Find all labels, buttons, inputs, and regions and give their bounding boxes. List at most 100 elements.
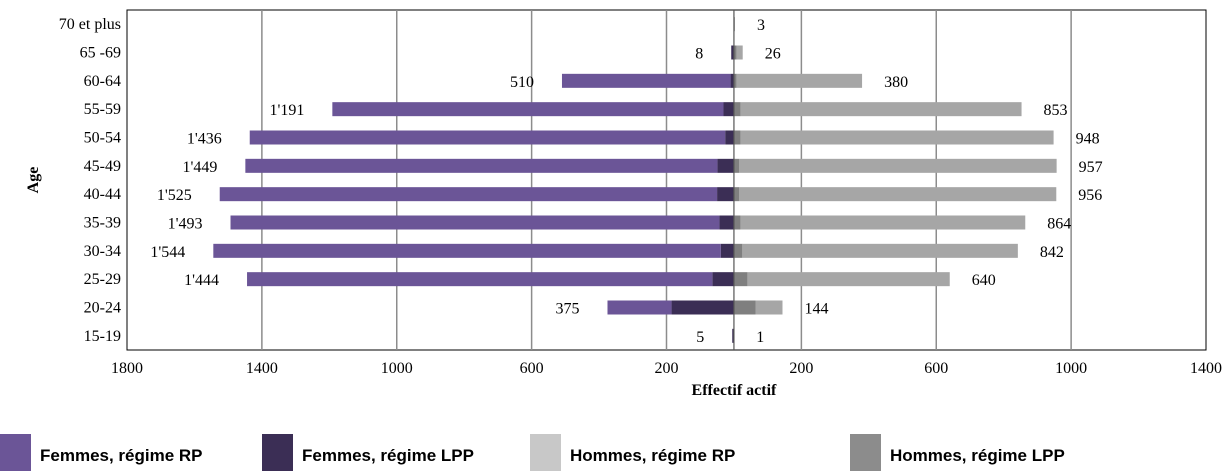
x-axis-title: Effectif actif: [692, 382, 778, 399]
bar-femmes-regime-lpp-65-69: [731, 45, 734, 60]
age-label-35-39: 35-39: [84, 215, 121, 232]
bar-hommes-regime-rp-45-49: [738, 158, 1057, 173]
x-tick-6: 600: [924, 360, 948, 377]
label-femmes-65-69: 8: [695, 46, 703, 63]
label-femmes-55-59: 1'191: [269, 102, 304, 119]
bar-femmes-regime-lpp-50-54: [725, 130, 734, 145]
bar-hommes-regime-lpp-60-64: [733, 73, 737, 88]
bar-femmes-regime-rp-55-59: [332, 102, 724, 117]
legend: Femmes, régime RP Femmes, régime LPP Homme…: [0, 434, 1065, 471]
legend-item-hommes-regime-lpp: Hommes, régime LPP: [850, 434, 1065, 471]
x-tick-7: 1000: [1055, 360, 1087, 377]
label-femmes-20-24: 375: [555, 301, 579, 318]
legend-item-hommes-regime-rp: Hommes, régime RP: [530, 434, 735, 471]
bar-hommes-regime-lpp-55-59: [733, 102, 741, 117]
label-hommes-40-44: 956: [1078, 187, 1102, 204]
legend-item-femmes-regime-rp: Femmes, régime RP: [0, 434, 203, 471]
bar-femmes-regime-rp-35-39: [230, 215, 720, 230]
label-femmes-50-54: 1'436: [187, 131, 222, 148]
legend-swatch-hommes-regime-lpp: [850, 434, 881, 471]
legend-label-femmes-regime-lpp: Femmes, régime LPP: [302, 446, 474, 465]
label-femmes-35-39: 1'493: [168, 216, 203, 233]
label-hommes-65-69: 26: [765, 46, 781, 63]
label-hommes-35-39: 864: [1047, 216, 1071, 233]
bar-femmes-regime-lpp-60-64: [730, 73, 734, 88]
gridlines: [261, 10, 1072, 350]
age-labels: 70 et plus 65 -69 60-64 55-59 50-54 45-49 40-4…: [59, 16, 121, 345]
bar-hommes-regime-lpp-65-69: [733, 45, 737, 60]
bar-hommes-regime-rp-25-29: [747, 272, 950, 287]
bars: [213, 17, 1057, 343]
data-labels: 8 510 1'191 1'436 1'449 1'525 1'493 1'544 1'444 3…: [150, 17, 1102, 346]
label-hommes-45-49: 957: [1079, 159, 1103, 176]
bar-femmes-regime-rp-60-64: [561, 73, 731, 88]
bar-hommes-regime-lpp-20-24: [733, 300, 756, 315]
x-tick-3: 600: [520, 360, 544, 377]
legend-label-femmes-regime-rp: Femmes, régime RP: [40, 446, 203, 465]
age-label-50-54: 50-54: [84, 130, 121, 147]
label-hommes-30-34: 842: [1040, 244, 1064, 261]
label-femmes-25-29: 1'444: [184, 272, 219, 289]
legend-swatch-femmes-regime-rp: [0, 434, 31, 471]
bar-hommes-regime-rp-40-44: [738, 187, 1057, 202]
label-femmes-30-34: 1'544: [150, 244, 185, 261]
x-tick-8: 1400: [1190, 360, 1222, 377]
bar-femmes-regime-lpp-35-39: [719, 215, 734, 230]
label-hommes-15-19: 1: [756, 329, 764, 346]
label-hommes-60-64: 380: [884, 74, 908, 91]
label-hommes-50-54: 948: [1076, 131, 1100, 148]
bar-femmes-regime-lpp-20-24: [671, 300, 734, 315]
bar-femmes-regime-lpp-30-34: [720, 243, 734, 258]
legend-swatch-femmes-regime-lpp: [262, 434, 293, 471]
age-label-55-59: 55-59: [84, 101, 121, 118]
bar-hommes-regime-lpp-40-44: [733, 187, 739, 202]
x-tick-1: 1400: [246, 360, 278, 377]
x-tick-4: 200: [655, 360, 679, 377]
y-axis-title: Age: [25, 167, 42, 194]
bar-hommes-regime-rp-30-34: [742, 243, 1018, 258]
age-label-45-49: 45-49: [84, 158, 121, 175]
label-hommes-55-59: 853: [1044, 102, 1068, 119]
label-hommes-25-29: 640: [972, 272, 996, 289]
bar-hommes-regime-lpp-25-29: [733, 272, 748, 287]
legend-label-hommes-regime-lpp: Hommes, régime LPP: [890, 446, 1065, 465]
bar-hommes-regime-lpp-50-54: [733, 130, 741, 145]
x-axis-ticks: 1800 1400 1000 600 200 200 600 1000 1400: [111, 360, 1222, 377]
bar-femmes-regime-rp-45-49: [245, 158, 718, 173]
age-label-25-29: 25-29: [84, 271, 121, 288]
bar-femmes-regime-rp-20-24: [607, 300, 672, 315]
age-label-70-et-plus: 70 et plus: [59, 16, 121, 33]
bar-hommes-regime-rp-35-39: [740, 215, 1026, 230]
age-label-65-69: 65 -69: [80, 45, 121, 62]
age-label-15-19: 15-19: [84, 328, 121, 345]
label-femmes-60-64: 510: [510, 74, 534, 91]
age-label-20-24: 20-24: [84, 300, 121, 317]
bar-hommes-regime-lpp-30-34: [733, 243, 743, 258]
label-femmes-40-44: 1'525: [157, 187, 192, 204]
bar-hommes-regime-rp-65-69: [736, 45, 743, 60]
bar-femmes-regime-rp-40-44: [219, 187, 718, 202]
legend-label-hommes-regime-rp: Hommes, régime RP: [570, 446, 735, 465]
x-tick-5: 200: [789, 360, 813, 377]
bar-hommes-regime-rp-20-24: [755, 300, 783, 315]
age-label-60-64: 60-64: [84, 73, 121, 90]
label-hommes-20-24: 144: [804, 301, 828, 318]
legend-swatch-hommes-regime-rp: [530, 434, 561, 471]
x-tick-2: 1000: [381, 360, 413, 377]
bar-femmes-regime-lpp-40-44: [717, 187, 734, 202]
legend-item-femmes-regime-lpp: Femmes, régime LPP: [262, 434, 474, 471]
bar-hommes-regime-rp-60-64: [736, 73, 863, 88]
bar-femmes-regime-lpp-15-19: [732, 328, 734, 343]
bar-femmes-regime-lpp-55-59: [723, 102, 734, 117]
bar-femmes-regime-rp-25-29: [247, 272, 713, 287]
bar-femmes-regime-lpp-25-29: [712, 272, 734, 287]
label-hommes-70-et-plus: 3: [757, 17, 765, 34]
label-femmes-45-49: 1'449: [182, 159, 217, 176]
bar-hommes-regime-rp-50-54: [740, 130, 1054, 145]
age-label-40-44: 40-44: [84, 186, 121, 203]
bar-femmes-regime-rp-30-34: [213, 243, 721, 258]
age-label-30-34: 30-34: [84, 243, 121, 260]
label-femmes-15-19: 5: [696, 329, 704, 346]
x-tick-0: 1800: [111, 360, 143, 377]
